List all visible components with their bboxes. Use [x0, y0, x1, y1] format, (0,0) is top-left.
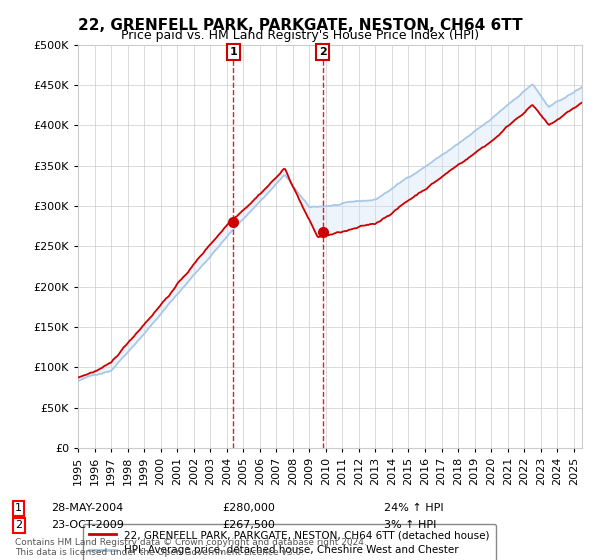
Text: 3% ↑ HPI: 3% ↑ HPI [384, 520, 436, 530]
Text: 28-MAY-2004: 28-MAY-2004 [51, 503, 123, 514]
Text: 24% ↑ HPI: 24% ↑ HPI [384, 503, 443, 514]
Legend: 22, GRENFELL PARK, PARKGATE, NESTON, CH64 6TT (detached house), HPI: Average pri: 22, GRENFELL PARK, PARKGATE, NESTON, CH6… [83, 524, 496, 560]
Text: 2: 2 [319, 47, 326, 57]
Text: 2: 2 [15, 520, 22, 530]
Text: 1: 1 [15, 503, 22, 514]
Text: 1: 1 [229, 47, 237, 57]
Text: Price paid vs. HM Land Registry's House Price Index (HPI): Price paid vs. HM Land Registry's House … [121, 29, 479, 42]
Text: £267,500: £267,500 [222, 520, 275, 530]
Text: 23-OCT-2009: 23-OCT-2009 [51, 520, 124, 530]
Text: £280,000: £280,000 [222, 503, 275, 514]
Text: 22, GRENFELL PARK, PARKGATE, NESTON, CH64 6TT: 22, GRENFELL PARK, PARKGATE, NESTON, CH6… [77, 18, 523, 33]
Text: Contains HM Land Registry data © Crown copyright and database right 2024.
This d: Contains HM Land Registry data © Crown c… [15, 538, 367, 557]
